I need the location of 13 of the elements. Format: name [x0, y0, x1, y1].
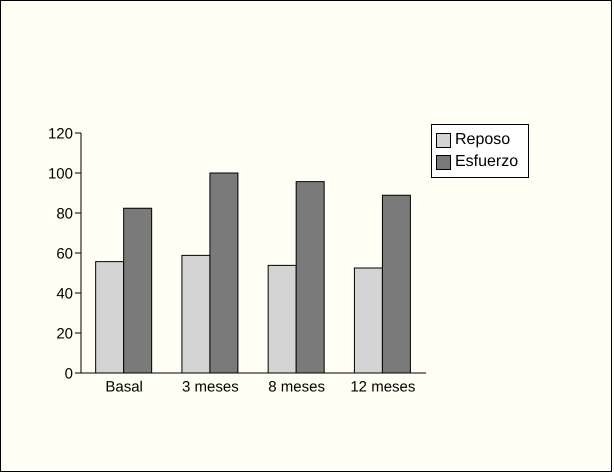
x-tick-label: 12 meses: [350, 378, 416, 396]
x-tick-label: 8 meses: [268, 378, 325, 396]
y-tick-label: 120: [48, 125, 73, 142]
y-tick-label: 60: [56, 245, 73, 262]
y-tick-label: 0: [64, 365, 73, 382]
legend-label: Reposo: [455, 130, 510, 150]
x-tick-label: Basal: [105, 378, 143, 396]
legend-label: Esfuerzo: [455, 152, 518, 172]
y-tick-label: 100: [48, 165, 73, 182]
x-tick-label: 3 meses: [182, 378, 239, 396]
y-tick-label: 80: [56, 205, 73, 222]
y-tick-label: 20: [56, 325, 73, 342]
y-tick-label: 40: [56, 285, 73, 302]
